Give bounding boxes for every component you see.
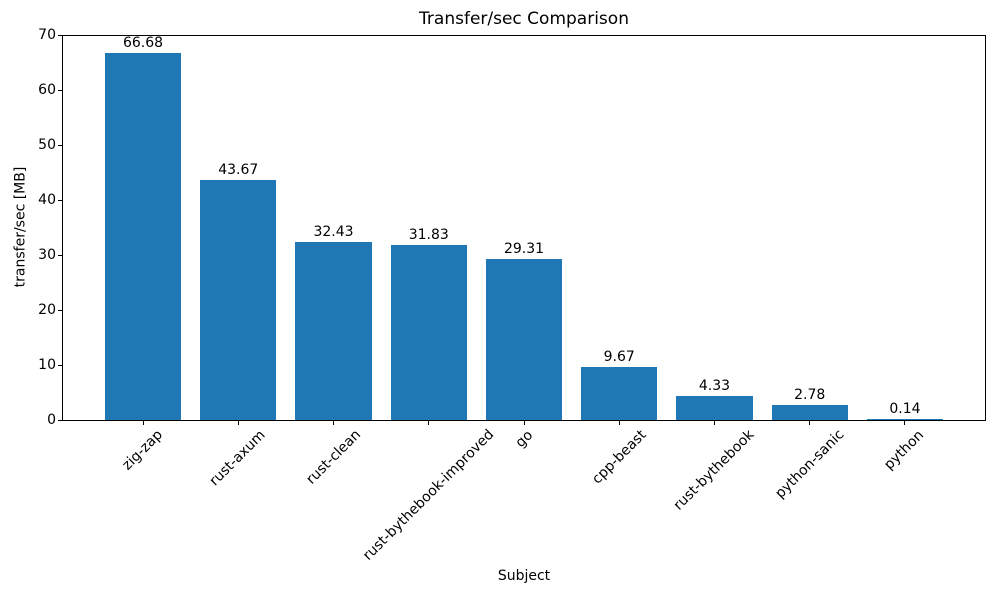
x-tick-label: go: [512, 426, 536, 451]
x-axis-label: Subject: [497, 568, 551, 584]
y-tick-label: 20: [38, 301, 56, 318]
x-tick: [809, 421, 811, 425]
bar: [771, 404, 848, 420]
bar: [295, 241, 372, 420]
x-tick-label: zig-zap: [119, 426, 166, 474]
bar-value-label: 2.78: [794, 386, 826, 403]
y-tick-label: 10: [38, 356, 56, 373]
y-tick: [58, 34, 62, 36]
bar: [390, 244, 467, 420]
y-tick: [58, 254, 62, 256]
x-tick-label: python: [881, 426, 928, 473]
x-tick-label: rust-clean: [302, 426, 364, 488]
bar: [104, 53, 182, 420]
y-tick: [58, 309, 62, 311]
bar-value-label: 32.43: [313, 223, 354, 240]
x-tick: [713, 421, 715, 425]
y-tick: [58, 199, 62, 201]
x-tick: [428, 421, 430, 425]
y-tick: [58, 144, 62, 146]
bar-value-label: 0.14: [889, 401, 921, 418]
bar: [485, 258, 563, 420]
y-tick-label: 30: [38, 246, 56, 263]
y-tick-label: 50: [38, 136, 56, 153]
y-tick-label: 60: [38, 81, 56, 98]
x-tick-label: rust-bythebook-improved: [359, 426, 497, 565]
y-tick: [58, 364, 62, 366]
bar-value-label: 9.67: [603, 348, 635, 365]
bar-value-label: 29.31: [503, 240, 545, 257]
bar-value-label: 43.67: [218, 161, 259, 178]
x-tick: [904, 421, 906, 425]
bar-value-label: 4.33: [698, 378, 731, 395]
x-tick: [333, 421, 334, 425]
bar: [866, 419, 944, 420]
x-tick-label: rust-bythebook: [670, 427, 758, 514]
chart-title: Transfer/sec Comparison: [419, 9, 629, 29]
x-tick: [142, 421, 144, 425]
bar: [581, 366, 658, 420]
y-tick: [58, 89, 62, 91]
y-tick-label: 0: [47, 411, 56, 428]
bar: [676, 396, 753, 420]
y-tick-label: 40: [38, 191, 56, 208]
x-tick-label: cpp-beast: [588, 426, 650, 488]
bar-value-label: 31.83: [408, 226, 449, 243]
y-tick: [58, 419, 62, 421]
y-axis-label: transfer/sec [MB]: [12, 166, 29, 288]
x-tick-label: rust-axum: [206, 427, 269, 490]
y-tick-label: 70: [38, 26, 56, 43]
x-tick: [523, 421, 525, 425]
bar: [200, 179, 277, 420]
bar-value-label: 66.68: [122, 35, 164, 52]
x-tick: [237, 421, 239, 425]
x-tick-label: python-sanic: [771, 426, 848, 503]
x-tick: [618, 421, 620, 425]
